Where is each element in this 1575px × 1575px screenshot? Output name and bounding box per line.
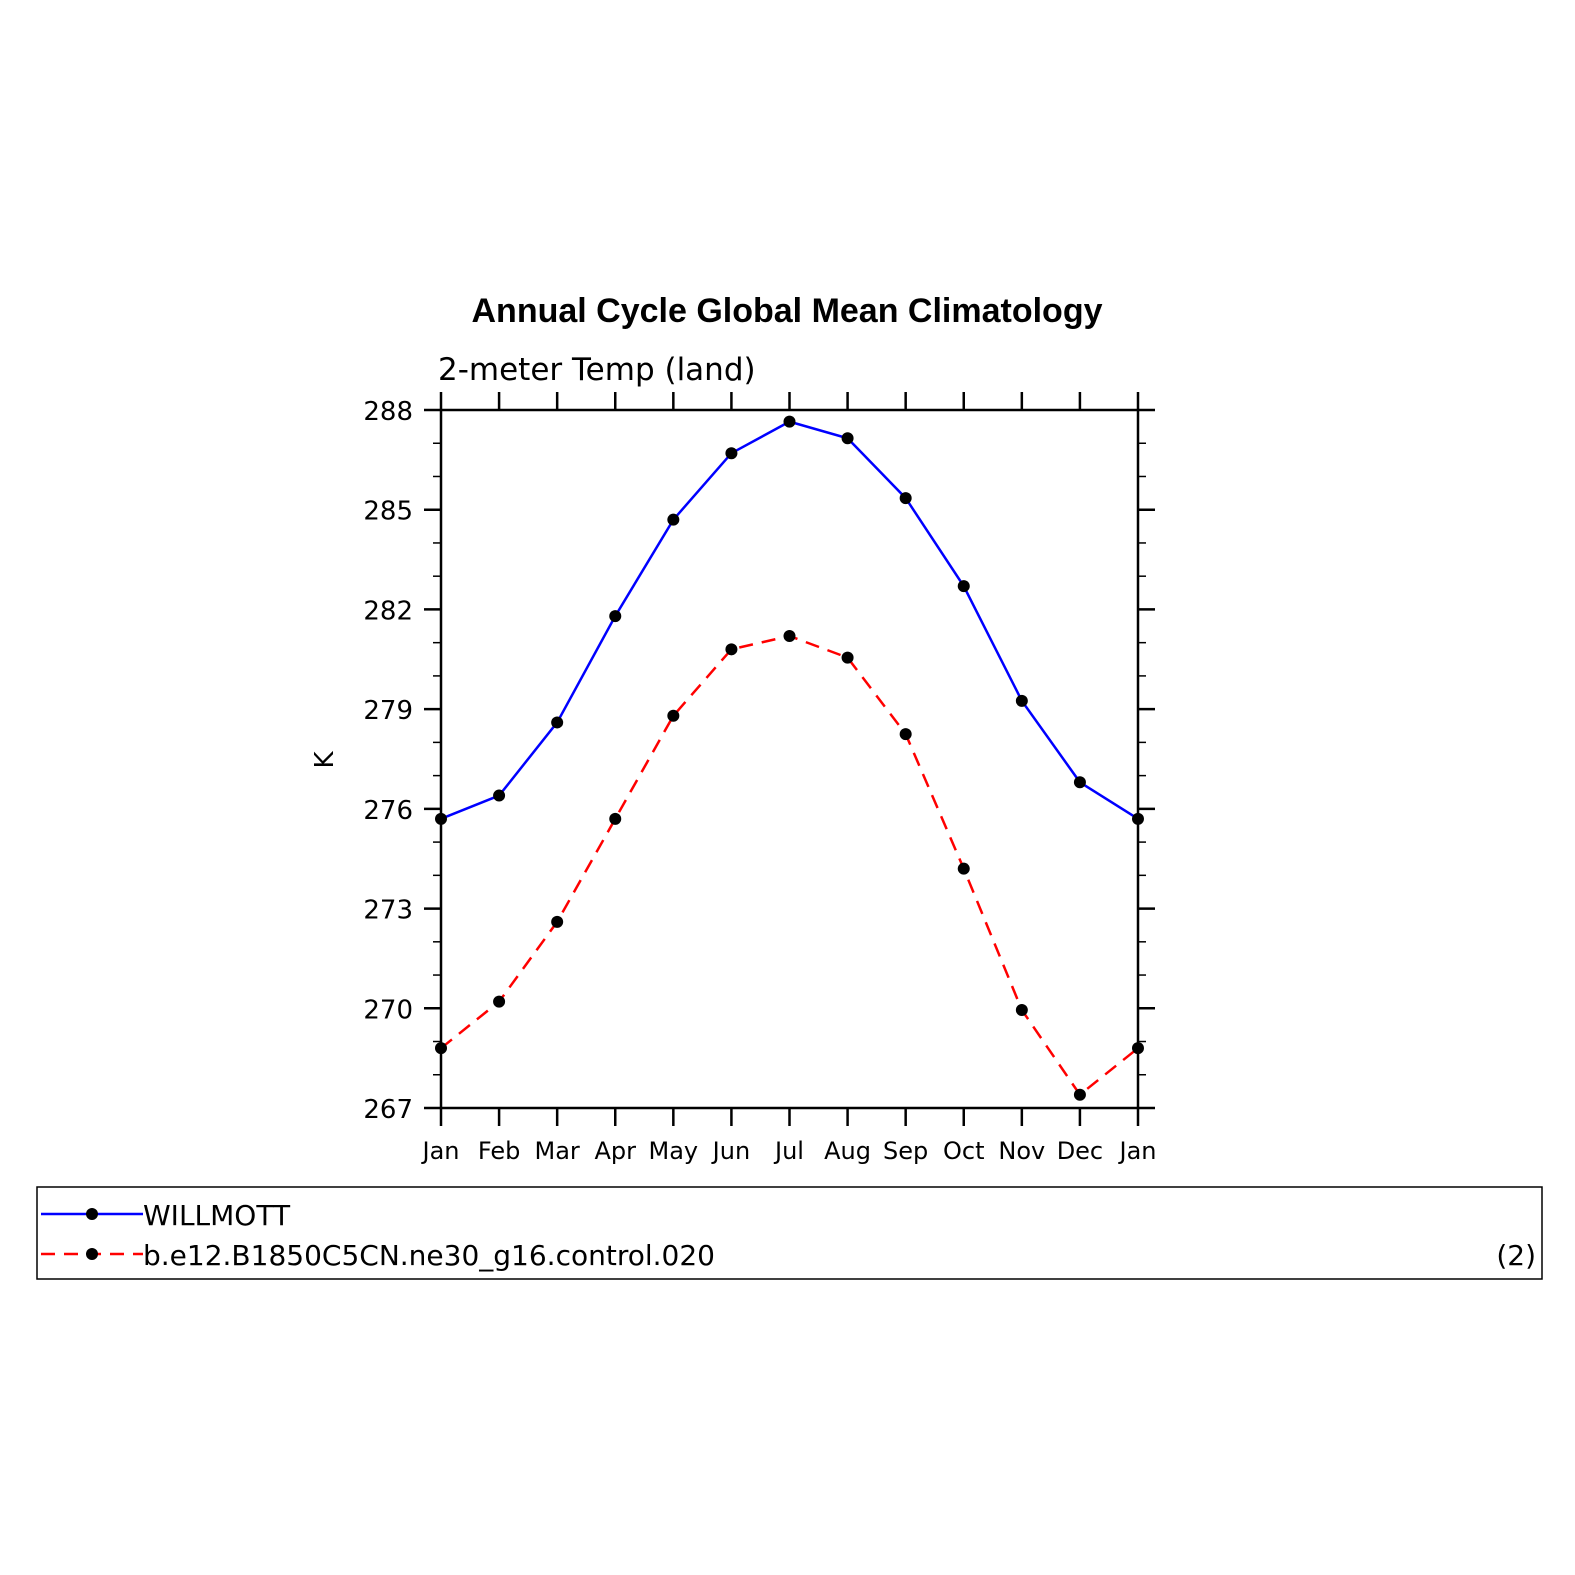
- y-tick-label: 279: [363, 696, 413, 726]
- series-1-point: [493, 995, 506, 1008]
- x-tick-label: Aug: [824, 1137, 871, 1165]
- y-tick-label: 282: [363, 596, 413, 626]
- series-0-point: [841, 432, 854, 445]
- y-tick-label: 285: [363, 497, 413, 527]
- series-1-point: [435, 1042, 447, 1055]
- series-1-point: [725, 643, 738, 656]
- series-1-point: [667, 709, 680, 722]
- series-line-0: [440, 420, 1139, 820]
- series-0-point: [1073, 776, 1086, 789]
- series-1-point: [783, 630, 796, 643]
- chart-subtitle: 2-meter Temp (land): [438, 352, 756, 388]
- legend-label-willmott: WILLMOTT: [143, 1199, 291, 1232]
- legend-box: [36, 1186, 1543, 1280]
- series-1-point: [1132, 1042, 1144, 1055]
- series-0-point: [899, 492, 912, 505]
- series-1-point: [1015, 1003, 1028, 1016]
- chart-title: Annual Cycle Global Mean Climatology: [472, 292, 1103, 330]
- x-tick-label: Apr: [594, 1137, 636, 1165]
- x-tick-label: Dec: [1057, 1137, 1103, 1165]
- series-0-point: [493, 789, 506, 802]
- legend-note: (2): [1496, 1239, 1536, 1272]
- x-tick-label: Nov: [998, 1137, 1045, 1165]
- legend: WILLMOTT b.e12.B1850C5CN.ne30_g16.contro…: [36, 1186, 1543, 1280]
- legend-marker-model: [86, 1248, 98, 1260]
- series-1-point: [609, 812, 622, 825]
- series-0-point: [609, 610, 622, 623]
- y-axis-label: K: [310, 751, 340, 769]
- series-layer: [435, 415, 1144, 1101]
- x-tick-label: Jan: [421, 1137, 460, 1165]
- series-1-point: [957, 862, 970, 875]
- series-0-point: [435, 812, 447, 825]
- x-axis-ticks: Jan Feb Mar Apr May Jun Jul Aug Sep Oct Nov Dec Jan: [421, 392, 1157, 1165]
- x-tick-label: Oct: [943, 1137, 985, 1165]
- series-0-point: [1015, 694, 1028, 707]
- y-axis-ticks: 267 270 273 276 279 282 285 288: [363, 397, 1155, 1125]
- x-tick-label: Mar: [535, 1137, 580, 1165]
- series-0-point: [667, 513, 680, 526]
- y-tick-label: 267: [363, 1095, 413, 1125]
- series-0-point: [725, 447, 738, 460]
- plot-frame: [439, 408, 1140, 1110]
- y-tick-label: 270: [363, 995, 413, 1025]
- y-tick-label: 288: [363, 397, 413, 427]
- legend-label-model: b.e12.B1850C5CN.ne30_g16.control.020: [143, 1239, 715, 1272]
- legend-marker-willmott: [86, 1208, 98, 1220]
- series-1-point: [899, 728, 912, 741]
- x-tick-label: Jan: [1118, 1137, 1157, 1165]
- y-tick-label: 276: [363, 796, 413, 826]
- x-tick-label: May: [649, 1137, 699, 1165]
- series-0-point: [957, 580, 970, 593]
- series-1-point: [1073, 1088, 1086, 1101]
- x-tick-label: Feb: [478, 1137, 521, 1165]
- x-tick-label: Jul: [773, 1137, 804, 1165]
- series-0-point: [783, 415, 796, 428]
- series-1-point: [841, 651, 854, 664]
- series-0-point: [551, 716, 564, 729]
- y-tick-label: 273: [363, 896, 413, 926]
- series-1-point: [551, 915, 564, 928]
- series-line-1: [440, 634, 1139, 1097]
- x-tick-label: Sep: [883, 1137, 928, 1165]
- series-0-point: [1132, 812, 1144, 825]
- x-tick-label: Jun: [711, 1137, 751, 1165]
